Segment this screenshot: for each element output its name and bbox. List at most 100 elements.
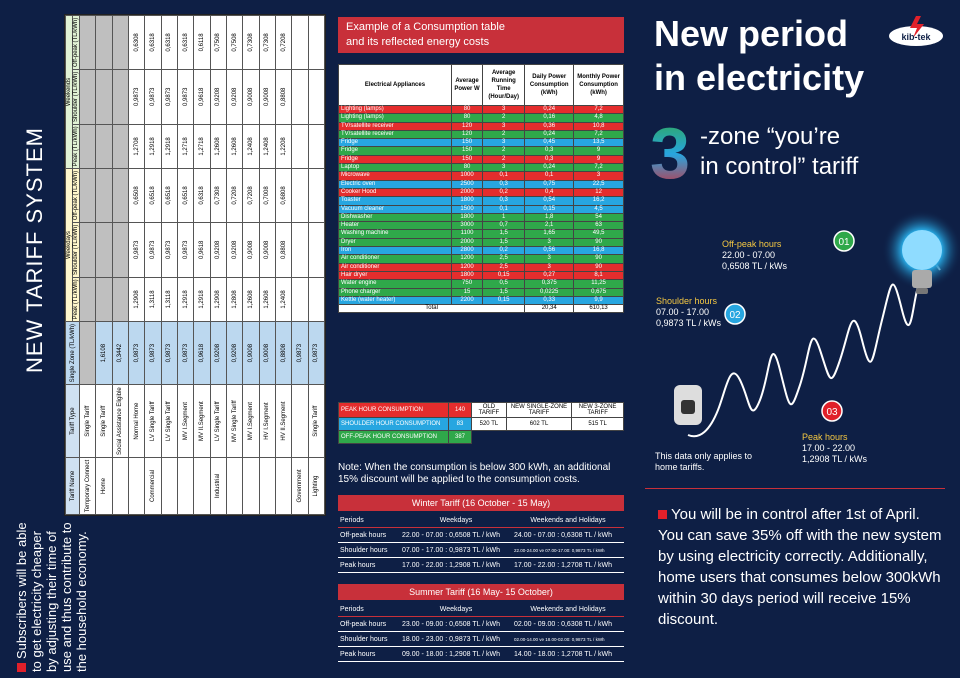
th-single-zone: Single Zone (TL/kWh) xyxy=(65,321,80,385)
tariff-cell: 0,9208 xyxy=(226,222,243,278)
tariff-cell xyxy=(79,321,96,385)
tariff-cell: Social Assistance Eligible xyxy=(112,384,129,458)
tariff-cell: 0,7208 xyxy=(275,15,292,70)
appliance-row: Phone charger 15 1,5 0,0225 0,675 xyxy=(338,287,624,297)
appliance-name: Hair dryer xyxy=(338,270,452,281)
appliance-row: Fridge 150 2 0,3 9 xyxy=(338,154,624,165)
appliance-name: Lighting (lamps) xyxy=(338,113,452,123)
appliance-name: Washing machine xyxy=(338,229,452,239)
tariff-cell xyxy=(95,222,113,278)
th-appliance: Electrical Appliances xyxy=(338,64,452,106)
period-name: Off-peak hours xyxy=(338,527,400,543)
appliance-row: Electric oven 2500 0,3 0,75 22,5 xyxy=(338,179,624,189)
period-value: 23.00 - 09.00 : 0,6508 TL / kWh xyxy=(400,616,512,632)
appliance-name: Phone charger xyxy=(338,287,452,297)
svg-text:03: 03 xyxy=(826,407,838,418)
tariff-cell xyxy=(259,457,276,515)
appliance-value: 0,3 xyxy=(524,146,575,156)
period-name: Peak hours xyxy=(338,646,400,662)
tariff-cell: MV I.Segment xyxy=(177,384,194,458)
tariff-row: HV II.Segment 0,8808 1,2408 0,8808 0,6808 1,2… xyxy=(275,15,292,515)
tariff-cell: 0,9873 xyxy=(161,69,178,125)
appliance-value: 0,36 xyxy=(524,121,575,131)
tariff-cell: 0,6518 xyxy=(144,168,162,223)
tariff-cell: 1,6108 xyxy=(95,321,113,385)
th-we-shoulder: Shoulder (TL/kWh) xyxy=(72,69,80,125)
left-note: Subscribers will be able to get electric… xyxy=(14,522,314,672)
tariff-row: Industrial LV Single Tariff 0,9208 1,2908 0,… xyxy=(210,15,227,515)
tariff-cell: 0,6808 xyxy=(275,168,292,223)
appliance-value: 150 xyxy=(450,138,484,148)
tariff-cell xyxy=(79,124,96,169)
svg-text:02: 02 xyxy=(729,310,741,321)
appliance-value: 2,1 xyxy=(524,221,575,231)
tariff-cell: 1,2808 xyxy=(226,277,243,322)
tariff-cell xyxy=(79,69,96,125)
title-line-1: Example of a Consumption table xyxy=(346,21,505,33)
control-note: You will be in control after 1st of Apri… xyxy=(658,506,942,628)
tariff-cell xyxy=(112,124,129,169)
tariff-cell: LV Single Tariff xyxy=(144,384,162,458)
appliance-value: 3 xyxy=(573,171,624,181)
tariff-cell xyxy=(79,15,96,70)
appliance-value: 90 xyxy=(573,237,624,248)
tariff-cell: 0,6518 xyxy=(161,168,178,223)
th-weekends: Weekends xyxy=(65,15,73,169)
appliance-value: 2500 xyxy=(450,179,484,189)
home-tariff-note: This data only applies to home tariffs. xyxy=(655,451,753,472)
appliance-value: 2000 xyxy=(450,237,484,248)
th-monthly: Monthly Power Consumption (kWh) xyxy=(573,64,624,106)
appliance-value: 1,65 xyxy=(524,229,575,239)
tariff-cell: 1,2608 xyxy=(210,124,227,169)
appliance-value: 1000 xyxy=(450,171,484,181)
appliance-row: TV/satellite receiver 120 2 0,24 7,2 xyxy=(338,129,624,140)
tariff-cell xyxy=(291,15,309,70)
appliance-value: 120 xyxy=(450,121,484,131)
tariff-cell: 0,7308 xyxy=(259,15,276,70)
tariff-cell: 0,6518 xyxy=(177,168,194,223)
appliance-value: 1,5 xyxy=(482,287,526,297)
tariff-cell: Lighting xyxy=(308,457,325,515)
appliance-value: 80 xyxy=(450,113,484,123)
appliance-value: 1,5 xyxy=(482,229,526,239)
summer-tariff-table: Periods Weekdays Weekends and Holidays O… xyxy=(338,602,624,662)
period-value: 22.00 - 07.00 : 0,6508 TL / kWh xyxy=(400,527,512,543)
appliance-value: 2,5 xyxy=(482,254,526,264)
appliance-value: 4,5 xyxy=(573,204,624,214)
tariff-cell: 0,9008 xyxy=(242,321,260,385)
appliance-value: 2200 xyxy=(450,295,484,306)
appliance-name: Lighting (lamps) xyxy=(338,104,452,115)
left-panel-title: NEW TARIFF SYSTEM xyxy=(10,10,60,490)
appliance-name: Laptop xyxy=(338,163,452,173)
appliance-value: 120 xyxy=(450,129,484,140)
tariff-cell: 0,9873 xyxy=(128,69,145,125)
peak-label: PEAK HOUR CONSUMPTION xyxy=(338,402,449,418)
appliance-value: 1500 xyxy=(450,204,484,214)
appliance-name: Microwave xyxy=(338,171,452,181)
appliance-value: 0,15 xyxy=(482,295,526,306)
tariff-cell: 1,3118 xyxy=(144,277,162,322)
th-tariff-type: Tariff Type xyxy=(65,384,80,458)
tariff-cell: 0,8808 xyxy=(275,69,292,125)
period-value: 17.00 - 22.00 : 1,2908 TL / kWh xyxy=(400,557,512,573)
appliance-value: 0,16 xyxy=(524,113,575,123)
winter-h-periods: Periods xyxy=(338,513,400,528)
appliance-row: Hair dryer 1800 0,15 0,27 8,1 xyxy=(338,270,624,281)
tariff-table: Tariff Name Tariff Type Single Zone (TL/… xyxy=(65,15,325,515)
appliance-value: 750 xyxy=(450,279,484,289)
appliance-value: 0,27 xyxy=(524,270,575,281)
tariff-cell: 0,9208 xyxy=(210,321,227,385)
tariff-cell: 0,6318 xyxy=(177,15,194,70)
shoulder-label-block: Shoulder hours 07.00 - 17.00 0,9873 TL /… xyxy=(656,296,721,329)
tariff-cell: 0,9008 xyxy=(242,69,260,125)
th-wd-peak: Peak (TL/kWh) xyxy=(72,277,80,322)
tariff-cell: 1,2718 xyxy=(177,124,194,169)
appliance-value: 1800 xyxy=(450,212,484,223)
appliance-value: 1,8 xyxy=(524,212,575,223)
th-daily: Daily Power Consumption (kWh) xyxy=(524,64,575,106)
tariff-cell xyxy=(242,457,260,515)
old-tariff-label: OLD TARIFF xyxy=(471,402,507,418)
appliance-value: 3 xyxy=(524,262,575,272)
appliance-value: 3 xyxy=(482,138,526,148)
tariff-cell: 1,2918 xyxy=(144,124,162,169)
